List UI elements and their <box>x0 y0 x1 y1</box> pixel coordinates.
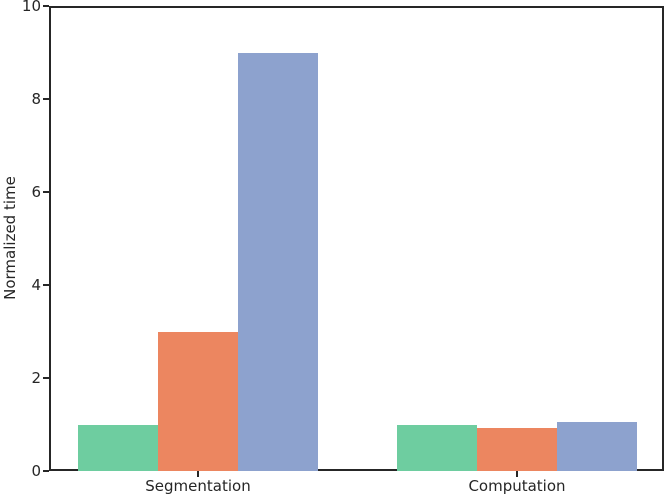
bar-blue-series-segmentation <box>238 52 318 471</box>
y-tick-label: 6 <box>31 183 41 201</box>
y-tick-label: 4 <box>31 276 41 294</box>
y-tick-label: 0 <box>31 462 41 480</box>
x-tick-label-computation: Computation <box>468 477 566 495</box>
y-tick-mark <box>43 191 49 193</box>
x-tick-mark <box>516 471 518 477</box>
x-tick-mark <box>197 471 199 477</box>
plot-area <box>49 6 664 471</box>
bar-green-series-computation <box>397 424 477 471</box>
bar-orange-series-segmentation <box>158 331 238 471</box>
y-tick-mark <box>43 470 49 472</box>
bar-orange-series-computation <box>477 428 557 471</box>
y-tick-mark <box>43 284 49 286</box>
x-tick-label-segmentation: Segmentation <box>145 477 251 495</box>
y-tick-label: 2 <box>31 369 41 387</box>
y-tick-mark <box>43 377 49 379</box>
bar-blue-series-computation <box>557 422 637 471</box>
y-tick-label: 8 <box>31 90 41 108</box>
y-tick-mark <box>43 5 49 7</box>
bar-green-series-segmentation <box>78 424 158 471</box>
y-tick-mark <box>43 98 49 100</box>
y-tick-label: 10 <box>21 0 41 15</box>
